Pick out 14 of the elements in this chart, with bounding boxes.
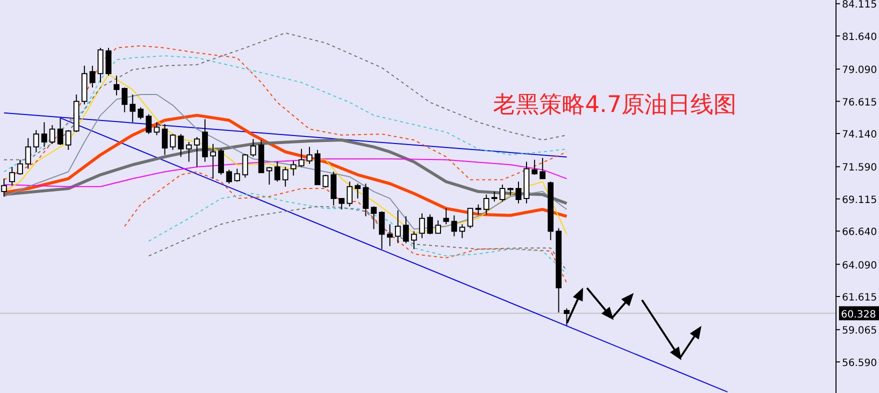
y-tick-label: 61.615 [842, 292, 877, 304]
y-tick-label: 79.090 [842, 65, 877, 76]
y-tick-label: 59.065 [842, 326, 877, 337]
y-tick-label: 74.140 [842, 130, 877, 141]
y-tick-label: 66.640 [842, 227, 877, 238]
y-tick-label: 76.615 [842, 97, 877, 108]
y-tick-label: 56.590 [842, 358, 877, 369]
text: 老黑策略4.7原油日线图 [493, 92, 737, 118]
y-tick-label: 64.090 [842, 260, 877, 272]
y-tick-label: 69.115 [842, 194, 877, 206]
y-tick-label: 84.115 [842, 0, 877, 11]
y-tick-label: 81.640 [842, 32, 877, 43]
ref-line-label: 60.328 [841, 309, 876, 320]
y-tick-label: 71.590 [842, 162, 877, 174]
